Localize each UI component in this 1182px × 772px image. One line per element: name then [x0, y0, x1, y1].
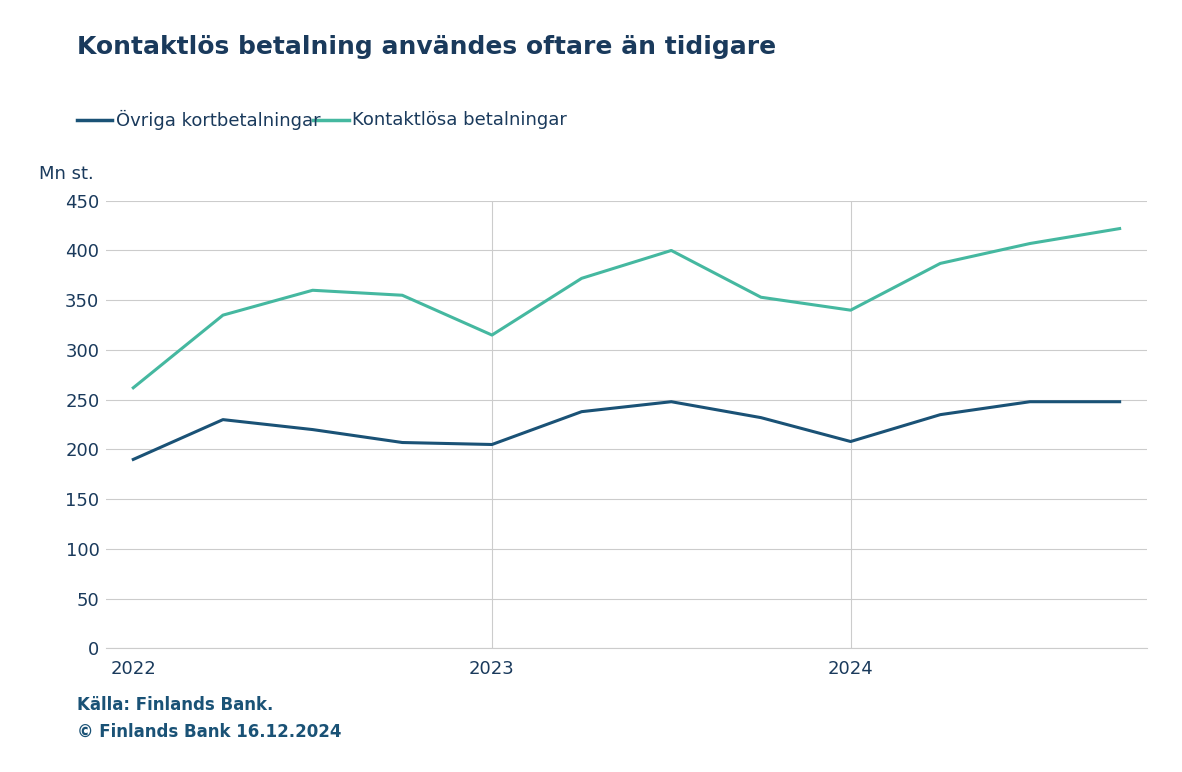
Text: © Finlands Bank 16.12.2024: © Finlands Bank 16.12.2024 — [77, 723, 342, 741]
Text: Kontaktlösa betalningar: Kontaktlösa betalningar — [352, 110, 567, 129]
Text: Övriga kortbetalningar: Övriga kortbetalningar — [116, 110, 320, 130]
Text: Källa: Finlands Bank.: Källa: Finlands Bank. — [77, 696, 273, 714]
Text: Kontaktlös betalning användes oftare än tidigare: Kontaktlös betalning användes oftare än … — [77, 35, 775, 59]
Text: Mn st.: Mn st. — [39, 164, 93, 183]
